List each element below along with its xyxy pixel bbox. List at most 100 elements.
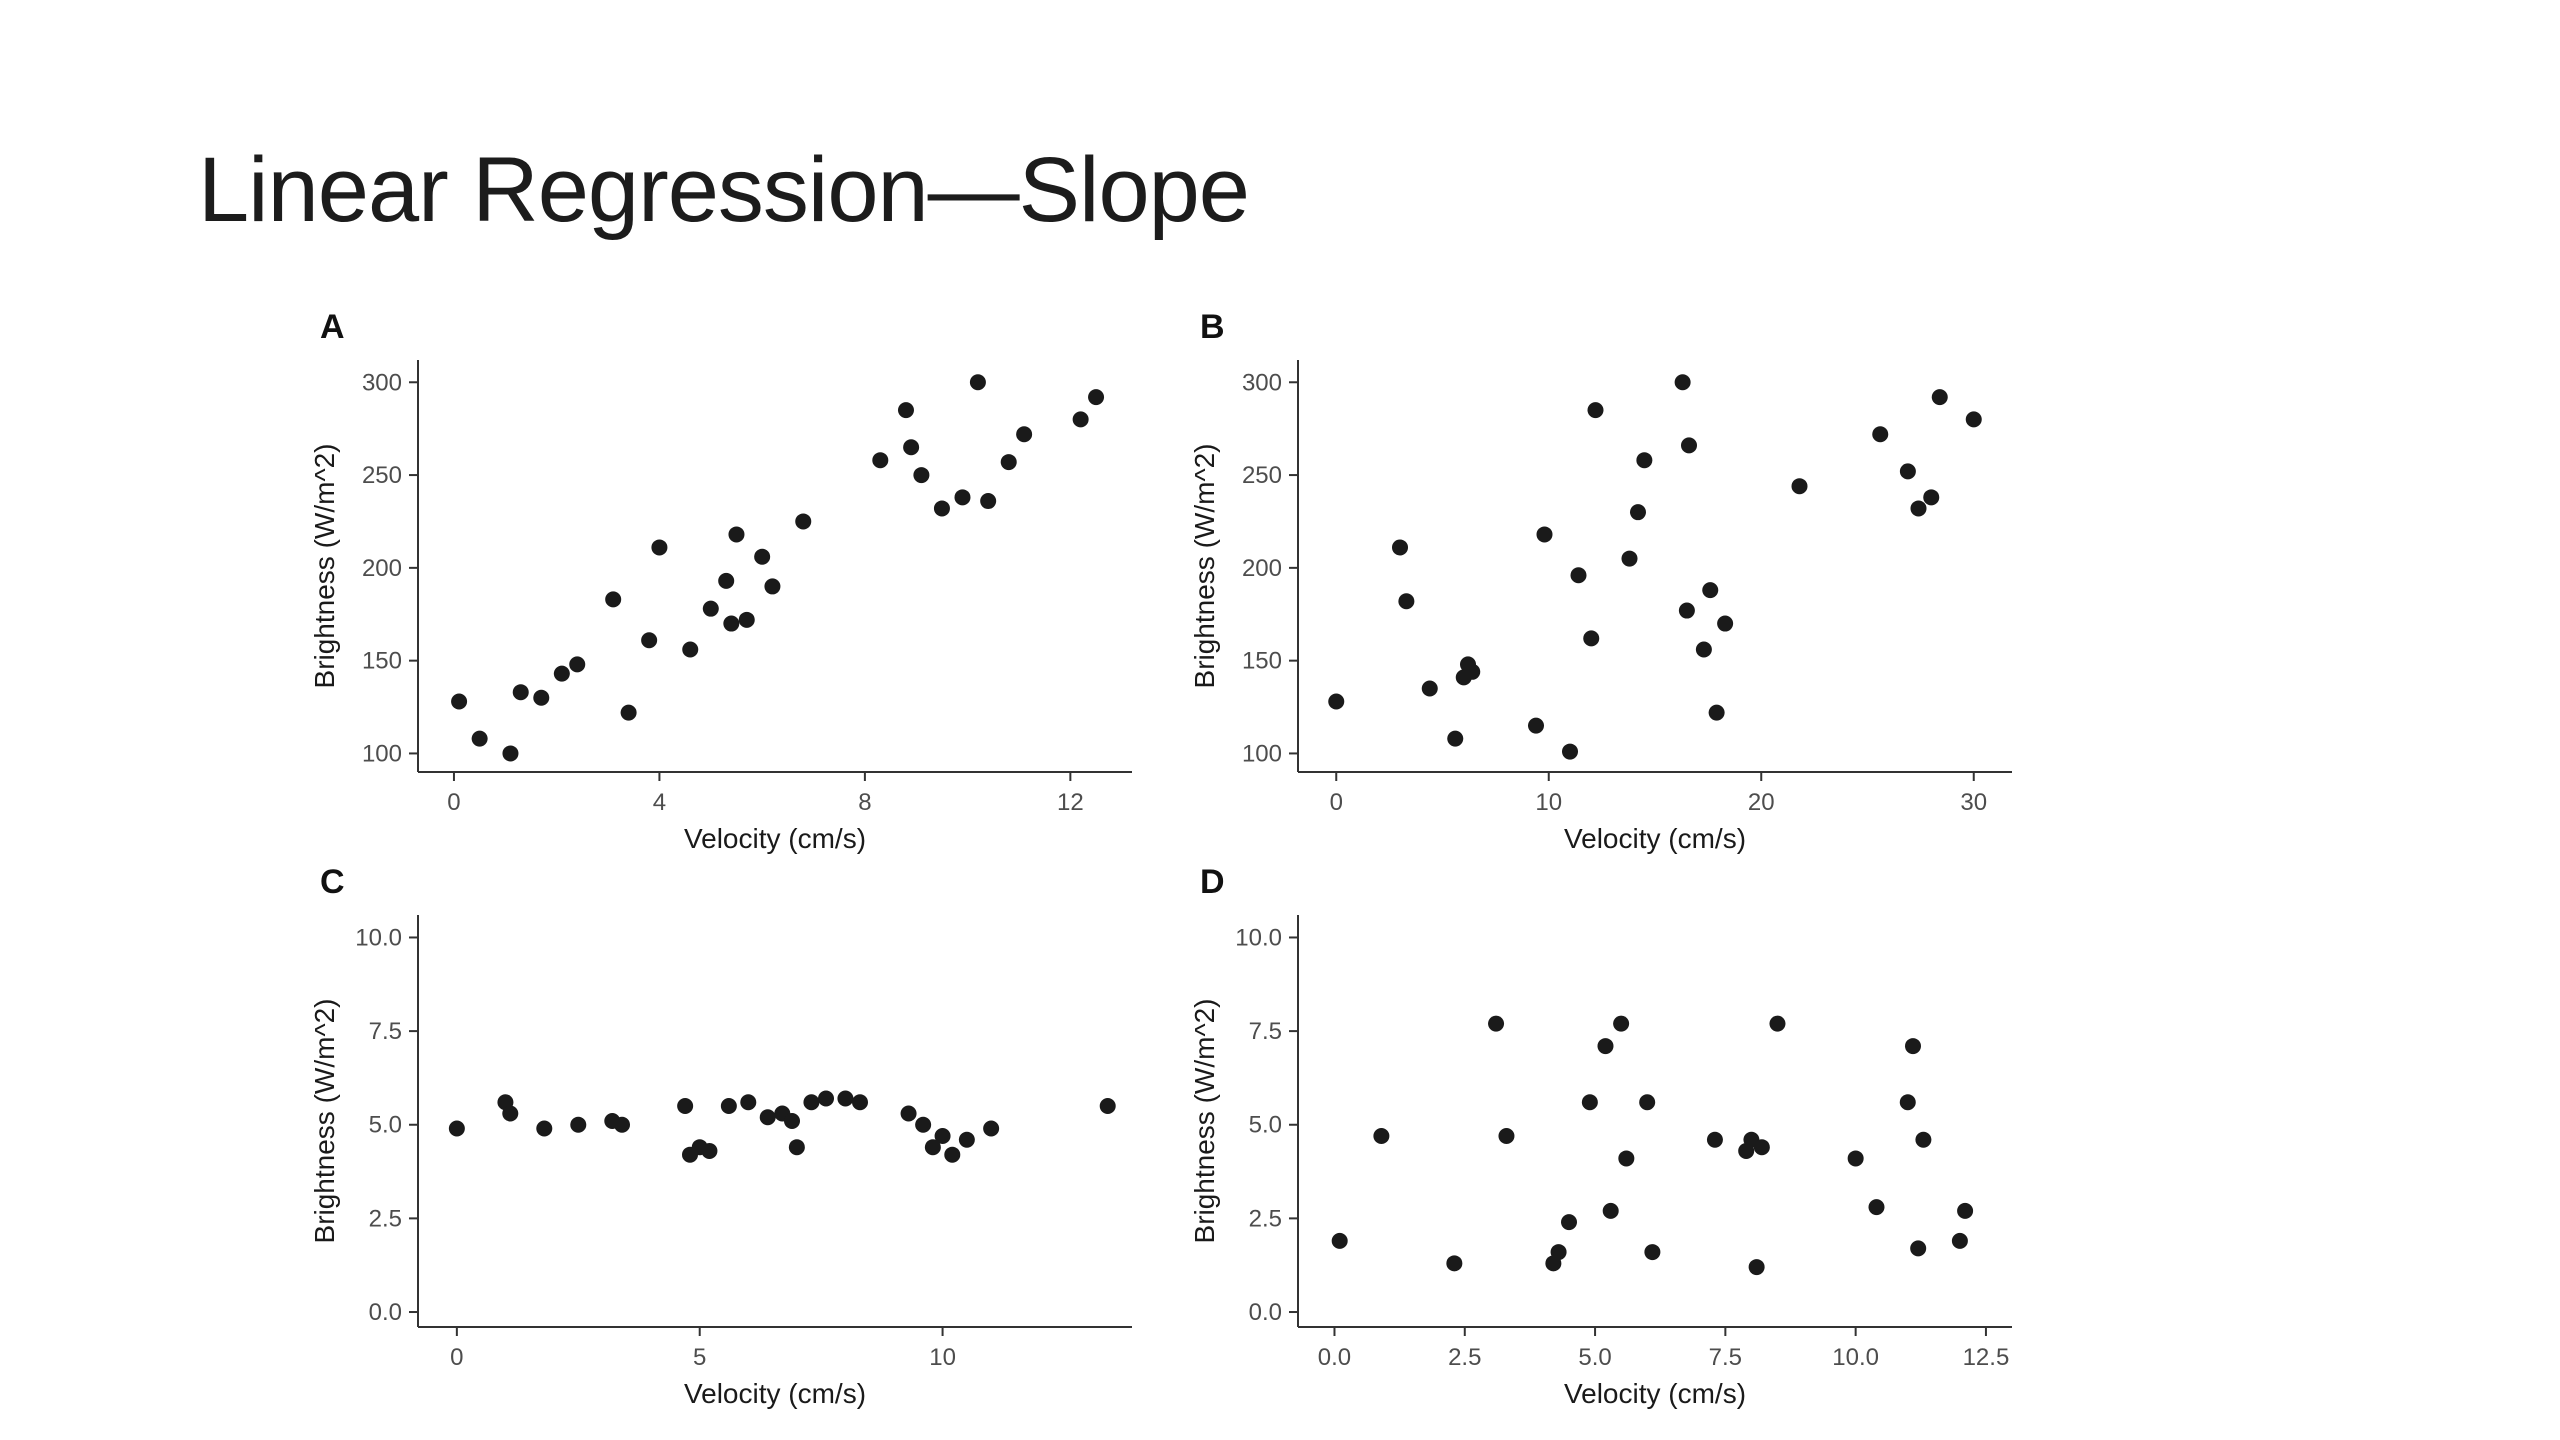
scatter-point <box>900 1105 917 1122</box>
y-tick-label: 10.0 <box>355 924 402 951</box>
scatter-point <box>1099 1098 1116 1115</box>
scatter-point <box>1904 1038 1921 1055</box>
scatter-point <box>1488 1015 1505 1032</box>
scatter-point <box>1630 504 1646 521</box>
scatter-point <box>837 1090 854 1107</box>
y-tick-label: 250 <box>1242 462 1282 489</box>
scatter-point <box>1392 539 1408 556</box>
scatter-point <box>570 1116 587 1133</box>
scatter-point <box>958 1131 975 1148</box>
scatter-point <box>502 745 519 762</box>
y-tick-label: 0.0 <box>369 1299 402 1326</box>
scatter-point <box>1583 630 1600 647</box>
y-tick-label: 150 <box>1242 648 1282 675</box>
scatter-point <box>1847 1150 1864 1167</box>
scatter-point <box>852 1094 868 1111</box>
scatter-point <box>1562 743 1578 760</box>
scatter-point <box>818 1090 834 1107</box>
scatter-point <box>620 704 637 721</box>
scatter-point <box>651 539 668 556</box>
scatter-point <box>1447 730 1464 747</box>
x-tick-label: 5.0 <box>1578 1344 1611 1371</box>
scatter-point <box>682 641 699 658</box>
scatter-point <box>1769 1015 1786 1032</box>
scatter-point <box>1621 550 1638 567</box>
scatter-point <box>1446 1255 1463 1272</box>
x-axis-title: Velocity (cm/s) <box>1564 823 1746 854</box>
scatter-chart-d: 0.0 2.5 5.0 7.5 10.0 12.5 0.0 2.5 5.0 7.5 10.0 Velo… <box>1189 915 2012 1409</box>
scatter-point <box>897 402 914 419</box>
panel-label-c: C <box>320 863 345 901</box>
scatter-point <box>502 1105 519 1122</box>
scatter-point <box>1328 693 1345 710</box>
x-tick-label: 2.5 <box>1448 1344 1481 1371</box>
panel-label-b: B <box>1200 308 1225 346</box>
scatter-point <box>1644 1244 1661 1261</box>
y-tick-label: 0.0 <box>1249 1299 1282 1326</box>
y-tick-label: 5.0 <box>369 1112 402 1139</box>
scatter-point <box>1965 411 1982 428</box>
x-tick-label: 4 <box>653 789 666 816</box>
scatter-point <box>1923 489 1940 506</box>
scatter-point <box>969 374 986 391</box>
scatter-point <box>983 1120 1000 1137</box>
scatter-point <box>1587 402 1604 419</box>
scatter-point <box>1072 411 1089 428</box>
y-tick-label: 2.5 <box>1249 1205 1282 1232</box>
x-tick-label: 12 <box>1057 789 1084 816</box>
scatter-point <box>1868 1199 1885 1216</box>
panel-label-a: A <box>320 308 345 346</box>
scatter-point <box>1398 593 1415 610</box>
scatter-point <box>915 1116 932 1133</box>
x-tick-label: 0 <box>450 1344 463 1371</box>
y-tick-label: 7.5 <box>369 1018 402 1045</box>
x-tick-label: 5 <box>693 1344 706 1371</box>
scatter-point <box>1528 717 1544 734</box>
scatter-point <box>1639 1094 1656 1111</box>
scatter-point <box>933 500 950 517</box>
y-tick-label: 100 <box>362 740 402 767</box>
scatter-point <box>795 513 812 530</box>
scatter-point <box>924 1139 941 1156</box>
scatter-point <box>1636 452 1653 469</box>
scatter-point <box>1550 1244 1567 1261</box>
scatter-point <box>569 656 586 673</box>
scatter-point <box>718 572 735 589</box>
y-tick-label: 200 <box>1242 555 1282 582</box>
scatter-point <box>1872 426 1889 443</box>
x-tick-label: 30 <box>1960 789 1987 816</box>
y-axis-title: Brightness (W/m^2) <box>1189 444 1220 689</box>
scatter-point <box>1931 389 1948 406</box>
y-tick-label: 10.0 <box>1235 924 1282 951</box>
scatter-point <box>1618 1150 1635 1167</box>
x-tick-label: 12.5 <box>1963 1344 2010 1371</box>
scatter-point <box>1748 1259 1765 1276</box>
y-tick-label: 250 <box>362 462 402 489</box>
scatter-point <box>754 548 771 565</box>
scatter-point <box>1464 663 1481 680</box>
scatter-point <box>954 489 971 506</box>
scatter-panel-a: A 0 4 8 12 100 150 200 250 300 Velocity (cm/s) Bri… <box>300 310 1180 865</box>
scatter-point <box>903 439 920 456</box>
x-tick-label: 0.0 <box>1318 1344 1351 1371</box>
scatter-chart-c: 0 5 10 0.0 2.5 5.0 7.5 10.0 Velocity (cm/s) Brigh… <box>309 915 1132 1409</box>
scatter-point <box>980 493 997 510</box>
scatter-point <box>1717 615 1734 632</box>
x-tick-label: 10 <box>929 1344 956 1371</box>
y-axis-title: Brightness (W/m^2) <box>309 999 340 1244</box>
scatter-point <box>1791 478 1808 495</box>
scatter-point <box>1000 454 1017 471</box>
y-axis-title: Brightness (W/m^2) <box>309 444 340 689</box>
scatter-panel-b: B 0 10 20 30 100 150 200 250 300 Velocity (cm/s) B… <box>1180 310 2060 865</box>
scatter-point <box>536 1120 553 1137</box>
chart-grid: A 0 4 8 12 100 150 200 250 300 Velocity (cm/s) Bri… <box>300 310 2060 1420</box>
x-tick-label: 7.5 <box>1709 1344 1742 1371</box>
scatter-point <box>1915 1131 1932 1148</box>
scatter-point <box>677 1098 694 1115</box>
scatter-point <box>1957 1202 1974 1219</box>
scatter-point <box>913 467 930 484</box>
x-tick-label: 0 <box>447 789 460 816</box>
scatter-point <box>1613 1015 1630 1032</box>
scatter-point <box>934 1127 951 1144</box>
